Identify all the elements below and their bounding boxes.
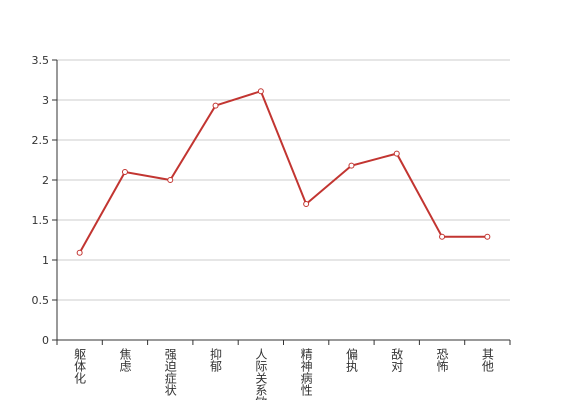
data-point <box>257 88 264 95</box>
data-point <box>121 169 128 175</box>
x-tick-label: 抑郁 <box>209 347 223 373</box>
data-line <box>78 89 488 254</box>
x-tick-label: 偏执 <box>344 347 358 373</box>
data-point <box>439 233 446 240</box>
x-tick-label: 躯体化 <box>73 347 87 385</box>
y-tick-label: 3.5 <box>32 54 50 67</box>
x-tick-label: 敌对 <box>390 347 404 372</box>
y-tick-label: 0.5 <box>32 294 50 307</box>
data-point <box>348 162 355 169</box>
x-tick-label: 恐怖 <box>435 348 449 372</box>
data-point <box>167 177 174 183</box>
y-tick-label: 2 <box>42 174 49 187</box>
x-tick-label: 焦虑 <box>118 348 132 372</box>
x-tick-label: 其他 <box>480 348 494 372</box>
x-tick-label: 精神病性 <box>299 348 313 397</box>
x-tick-label: 强迫症状 <box>163 348 177 396</box>
y-tick-label: 3 <box>42 94 49 107</box>
data-point <box>212 102 219 109</box>
x-tick-label: 人际关系敏感 <box>254 348 268 400</box>
y-tick-label: 0 <box>42 334 49 347</box>
data-point <box>76 249 83 256</box>
y-tick-label: 1.5 <box>32 214 50 227</box>
y-tick-label: 2.5 <box>32 134 50 147</box>
data-point <box>303 201 310 207</box>
y-tick-label: 1 <box>42 254 49 267</box>
data-point <box>484 233 491 240</box>
data-point <box>393 150 400 157</box>
